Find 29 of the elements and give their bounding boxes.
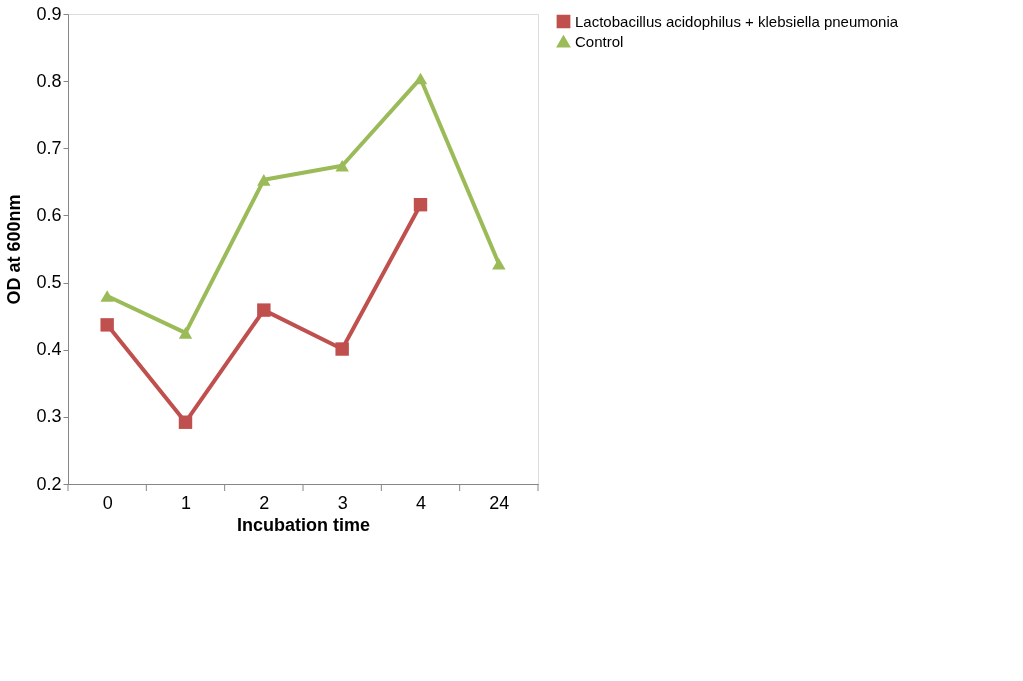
y-tick-label: 0.8 [36,70,62,91]
x-axis-title: Incubation time [236,514,371,535]
y-tick-label: 0.2 [36,473,62,494]
legend-label: Lactobacillus acidophilus + klebsiella pneumonia [575,12,899,30]
y-tick-label: 0.9 [36,3,62,24]
point [257,174,271,186]
x-tick-label: 1 [180,492,192,513]
point [492,257,506,270]
legend-label: Control [575,32,624,50]
point [257,303,271,317]
point [178,327,193,339]
point [178,415,193,429]
y-tick-label: 0.4 [36,339,62,360]
point [100,318,114,332]
x-tick-label: 3 [337,492,348,513]
point [335,159,349,172]
y-tick-label: 0.5 [36,272,62,293]
point [100,290,114,302]
x-tick-label: 0 [102,492,113,513]
point [335,342,349,356]
point [413,197,428,212]
x-tick-label: 2 [259,492,270,513]
y-tick-label: 0.3 [36,406,62,427]
y-tick-label: 0.6 [36,204,62,225]
y-tick-label: 0.7 [36,137,62,158]
point [413,72,428,85]
y-axis-title: OD at 600nm [4,194,25,305]
x-tick-label: 24 [489,492,510,513]
x-tick-label: 4 [415,492,427,513]
